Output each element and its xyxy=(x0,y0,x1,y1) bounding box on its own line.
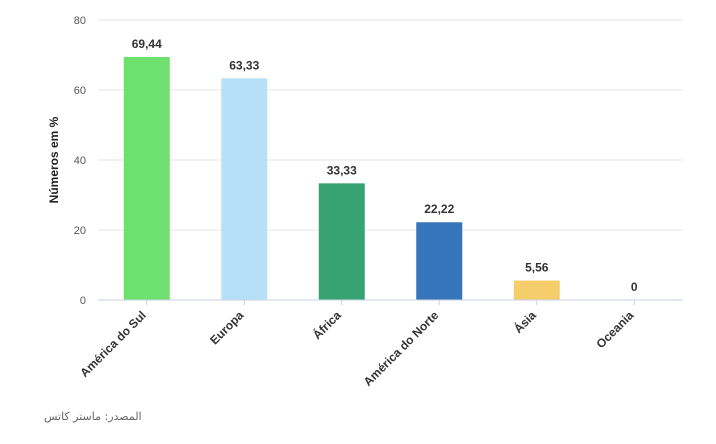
grid-lines xyxy=(98,19,683,231)
data-label: 22,22 xyxy=(424,202,454,216)
x-axis-ticks: América do Sul Europa África América do Nor… xyxy=(77,300,637,389)
x-tick-label: Ásia xyxy=(510,307,539,336)
y-axis-label: Números em % xyxy=(47,116,61,203)
bar xyxy=(513,280,560,300)
data-label: 33,33 xyxy=(327,163,357,177)
bar xyxy=(123,56,170,301)
x-tick-label: Oceania xyxy=(593,308,636,351)
y-tick-label: 60 xyxy=(74,85,86,97)
x-tick-label: África xyxy=(309,307,344,342)
data-label: 5,56 xyxy=(525,261,549,275)
y-tick-label: 20 xyxy=(74,225,86,237)
x-tick-label: América do Sul xyxy=(77,308,149,380)
data-label: 69,44 xyxy=(132,37,162,51)
y-tick-label: 80 xyxy=(74,15,86,27)
data-label: 63,33 xyxy=(229,58,259,72)
y-axis-ticks: 0 20 40 60 80 xyxy=(74,15,86,307)
y-tick-label: 0 xyxy=(80,295,86,307)
data-labels: 69,44 63,33 33,33 22,22 5,56 0 xyxy=(132,37,638,294)
bars xyxy=(123,56,560,301)
bar xyxy=(318,183,365,300)
y-tick-label: 40 xyxy=(74,155,86,167)
data-label: 0 xyxy=(631,280,638,294)
bar xyxy=(416,222,463,300)
x-tick-label: Europa xyxy=(207,308,246,347)
source-note: المصدر: ماستر كاتس xyxy=(44,410,142,423)
bar xyxy=(221,78,268,300)
x-tick-label: América do Norte xyxy=(361,308,442,389)
